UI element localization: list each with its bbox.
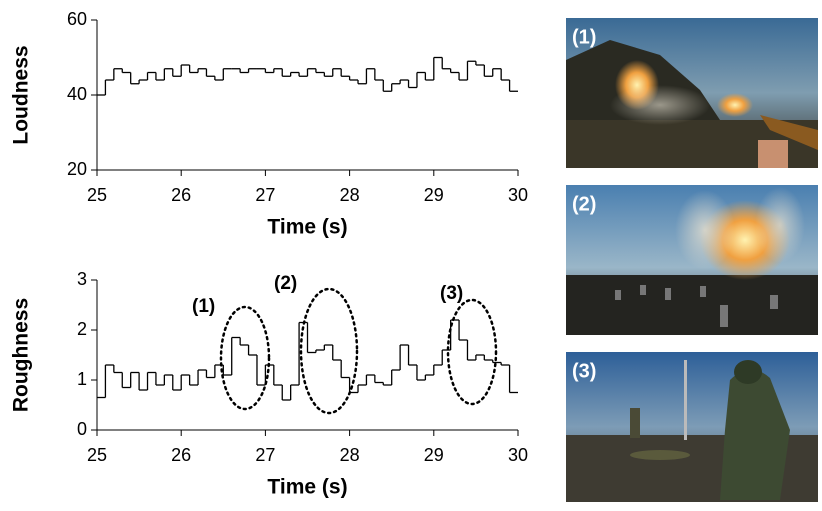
x-tick-label: 28 bbox=[340, 185, 360, 205]
panel-label: (3) bbox=[572, 360, 596, 382]
y-axis-title: Roughness bbox=[10, 298, 33, 412]
screenshot-3 bbox=[566, 352, 818, 502]
y-tick-label: 1 bbox=[77, 369, 87, 389]
annotation: (1) bbox=[192, 296, 215, 317]
x-tick-label: 28 bbox=[340, 445, 360, 465]
y-tick-label: 3 bbox=[77, 269, 87, 289]
x-tick-label: 26 bbox=[171, 445, 191, 465]
highlight-ellipse bbox=[446, 298, 498, 406]
highlight-ellipse bbox=[299, 287, 359, 415]
y-tick-label: 20 bbox=[67, 159, 87, 179]
y-axis-title: Loudness bbox=[10, 45, 33, 144]
highlight-ellipse bbox=[219, 305, 271, 411]
y-tick-label: 0 bbox=[77, 419, 87, 439]
x-tick-label: 29 bbox=[424, 445, 444, 465]
x-tick-label: 26 bbox=[171, 185, 191, 205]
y-tick-label: 2 bbox=[77, 319, 87, 339]
x-tick-label: 27 bbox=[255, 185, 275, 205]
annotation: (3) bbox=[440, 283, 463, 304]
screenshot-1 bbox=[566, 18, 818, 168]
x-tick-label: 30 bbox=[508, 445, 528, 465]
x-axis-title: Time (s) bbox=[267, 476, 347, 499]
panel-label: (1) bbox=[572, 26, 596, 48]
x-tick-label: 27 bbox=[255, 445, 275, 465]
panel-label: (2) bbox=[572, 193, 596, 215]
y-tick-label: 60 bbox=[67, 9, 87, 29]
x-tick-label: 25 bbox=[87, 445, 107, 465]
y-tick-label: 40 bbox=[67, 84, 87, 104]
annotation: (2) bbox=[274, 273, 297, 294]
x-tick-label: 29 bbox=[424, 185, 444, 205]
x-tick-label: 25 bbox=[87, 185, 107, 205]
x-tick-label: 30 bbox=[508, 185, 528, 205]
screenshot-2 bbox=[566, 185, 818, 335]
x-axis-title: Time (s) bbox=[267, 216, 347, 239]
